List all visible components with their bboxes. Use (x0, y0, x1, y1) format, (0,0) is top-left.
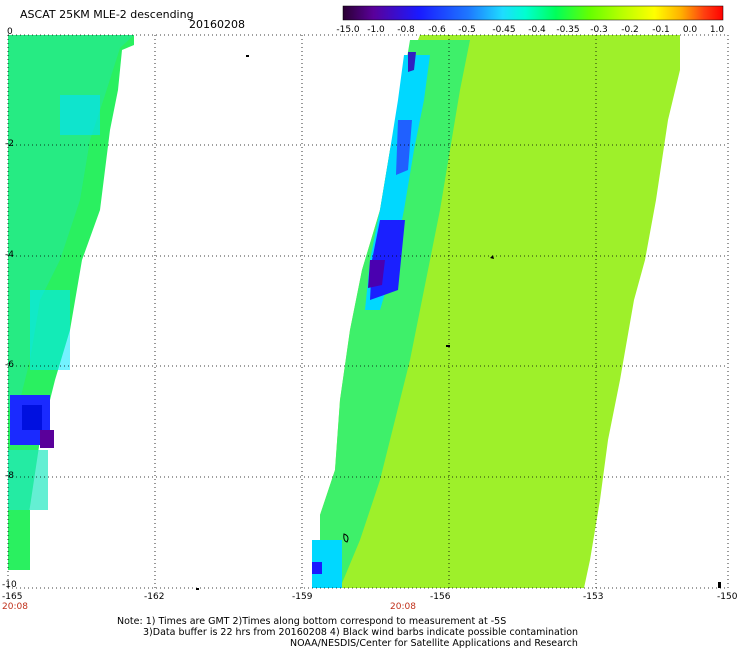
colorbar-label: -0.45 (492, 25, 516, 35)
lon-label: -159 (292, 592, 313, 602)
product-date: 20160208 (189, 18, 245, 31)
lon-label: -162 (144, 592, 165, 602)
lon-label: -165 (2, 592, 23, 602)
graticule (7, 34, 729, 589)
lat-label: -6 (5, 360, 14, 370)
colorbar-label: -0.1 (652, 25, 670, 35)
colorbar-label: -1.0 (367, 25, 385, 35)
wind-barb-markers (196, 55, 721, 590)
lon-label: -153 (583, 592, 604, 602)
time-label: 20:08 (2, 602, 28, 612)
colorbar-label: -0.2 (621, 25, 639, 35)
colorbar-label: -0.6 (428, 25, 446, 35)
product-title: ASCAT 25KM MLE-2 descending (20, 8, 194, 21)
colorbar-label: -0.4 (528, 25, 546, 35)
note-line-3: NOAA/NESDIS/Center for Satellite Applica… (290, 638, 578, 649)
lat-label: -4 (5, 250, 14, 260)
colorbar-label: -0.35 (556, 25, 580, 35)
time-label: 20:08 (390, 602, 416, 612)
lat-label: -2 (5, 139, 14, 149)
note-line-1: Note: 1) Times are GMT 2)Times along bot… (117, 616, 507, 627)
colorbar-label: -0.5 (458, 25, 476, 35)
note-line-2: 3)Data buffer is 22 hrs from 20160208 4)… (143, 627, 579, 638)
lon-label: -156 (430, 592, 451, 602)
lat-label: 0 (7, 27, 13, 37)
colorbar-gradient (342, 5, 724, 21)
lon-label: -150 (717, 592, 738, 602)
colorbar-label: 0.0 (682, 25, 698, 35)
colorbar-label: -0.3 (590, 25, 608, 35)
lat-label: -10 (2, 580, 17, 590)
swath-right (312, 35, 680, 588)
colorbar (342, 5, 724, 21)
colorbar-label: -0.8 (397, 25, 415, 35)
lat-label: -8 (5, 471, 14, 481)
swath-left (8, 35, 134, 570)
colorbar-label: -15.0 (336, 25, 360, 35)
colorbar-label: 1.0 (709, 25, 725, 35)
